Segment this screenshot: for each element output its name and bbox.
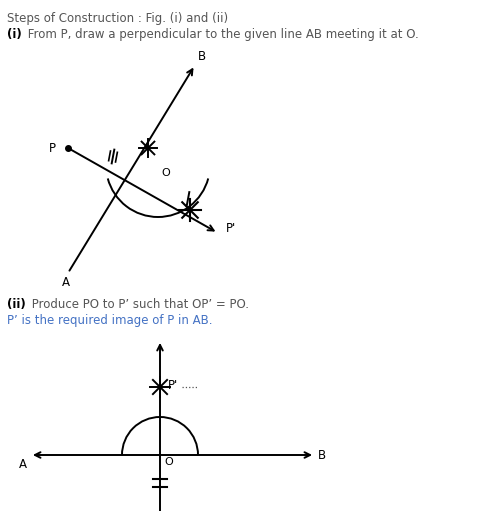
Text: From P, draw a perpendicular to the given line AB meeting it at O.: From P, draw a perpendicular to the give…	[24, 28, 419, 41]
Text: B: B	[198, 50, 206, 63]
Text: O: O	[164, 457, 173, 467]
Text: A: A	[62, 276, 70, 289]
Text: O: O	[161, 168, 170, 178]
Text: B: B	[318, 449, 326, 461]
Text: (i): (i)	[7, 28, 22, 41]
Text: P: P	[49, 142, 56, 154]
Text: A: A	[19, 458, 27, 471]
Text: Steps of Construction : Fig. (i) and (ii): Steps of Construction : Fig. (i) and (ii…	[7, 12, 228, 25]
Text: Produce PO to P’ such that OP’ = PO.: Produce PO to P’ such that OP’ = PO.	[28, 298, 249, 311]
Text: (ii): (ii)	[7, 298, 26, 311]
Text: P': P'	[226, 221, 236, 235]
Text: P’ is the required image of P in AB.: P’ is the required image of P in AB.	[7, 314, 213, 327]
Text: P': P'	[168, 379, 178, 391]
